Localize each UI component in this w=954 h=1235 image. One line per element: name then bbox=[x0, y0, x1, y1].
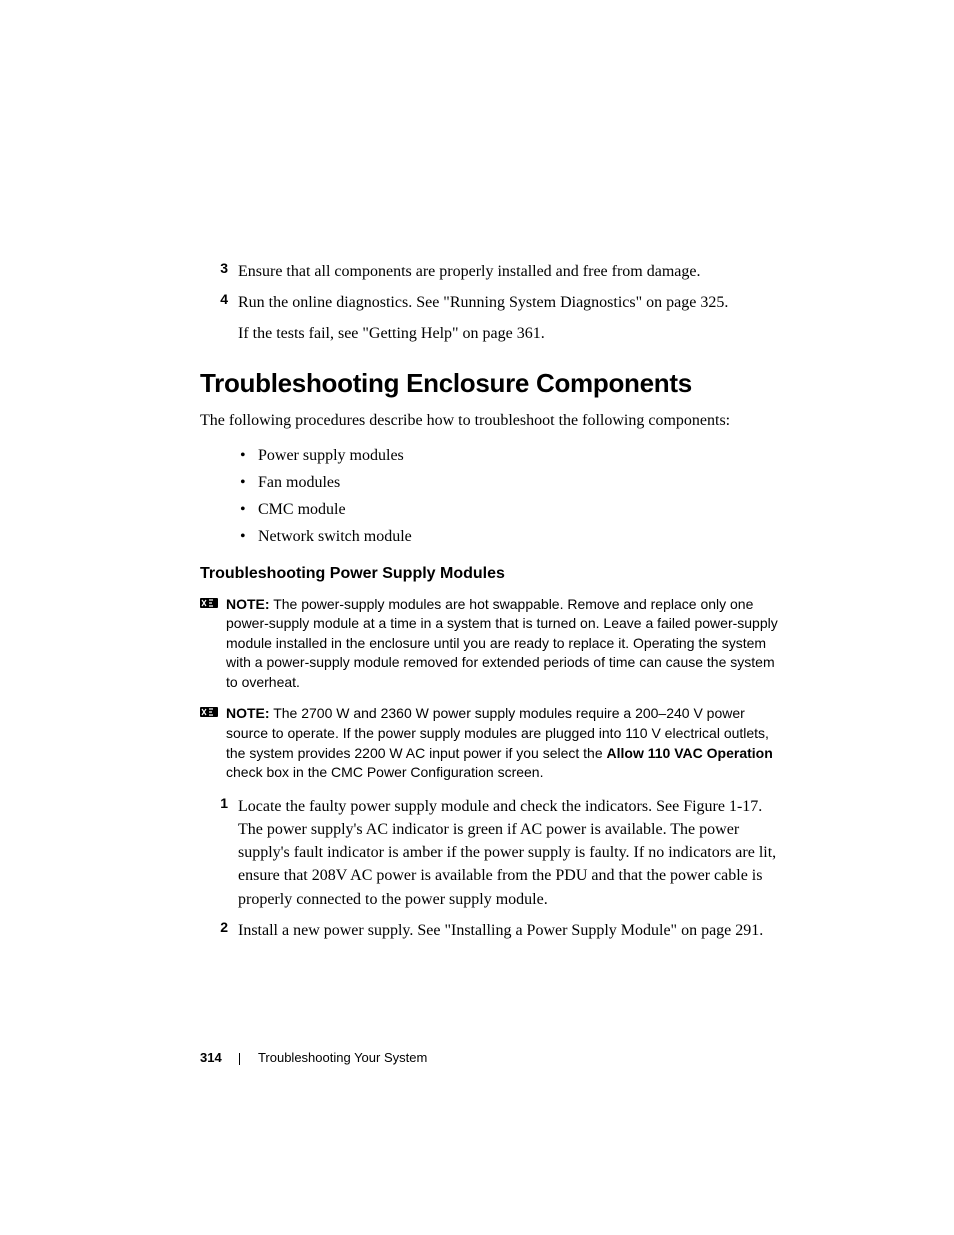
step-number: 3 bbox=[200, 260, 238, 283]
note-callout: NOTE: The 2700 W and 2360 W power supply… bbox=[200, 704, 784, 782]
note-text: NOTE: The power-supply modules are hot s… bbox=[222, 595, 784, 693]
step-text: Install a new power supply. See "Install… bbox=[238, 919, 763, 942]
note-body-post: check box in the CMC Power Configuration… bbox=[226, 764, 543, 780]
ordered-step: 2 Install a new power supply. See "Insta… bbox=[200, 919, 784, 942]
step-text: Run the online diagnostics. See "Running… bbox=[238, 291, 728, 314]
footer-separator bbox=[239, 1053, 240, 1065]
document-page: 3 Ensure that all components are properl… bbox=[0, 0, 954, 942]
page-footer: 314 Troubleshooting Your System bbox=[200, 1050, 427, 1065]
list-item: CMC module bbox=[240, 496, 784, 523]
step-number: 2 bbox=[200, 919, 238, 942]
intro-paragraph: The following procedures describe how to… bbox=[200, 409, 784, 432]
footer-chapter-title: Troubleshooting Your System bbox=[258, 1050, 427, 1065]
ordered-step: 1 Locate the faulty power supply module … bbox=[200, 795, 784, 911]
step-text: Ensure that all components are properly … bbox=[238, 260, 701, 283]
note-icon bbox=[200, 704, 222, 782]
note-label: NOTE: bbox=[226, 596, 270, 612]
list-item: Power supply modules bbox=[240, 442, 784, 469]
note-label: NOTE: bbox=[226, 705, 270, 721]
section-heading: Troubleshooting Enclosure Components bbox=[200, 368, 784, 399]
ordered-step: 3 Ensure that all components are properl… bbox=[200, 260, 784, 283]
note-bold-term: Allow 110 VAC Operation bbox=[607, 745, 773, 761]
step-followup-text: If the tests fail, see "Getting Help" on… bbox=[238, 322, 784, 345]
component-list: Power supply modules Fan modules CMC mod… bbox=[240, 442, 784, 551]
step-text: Locate the faulty power supply module an… bbox=[238, 795, 784, 911]
ordered-step: 4 Run the online diagnostics. See "Runni… bbox=[200, 291, 784, 314]
note-icon bbox=[200, 595, 222, 693]
step-number: 4 bbox=[200, 291, 238, 314]
subsection-heading: Troubleshooting Power Supply Modules bbox=[200, 565, 784, 583]
note-callout: NOTE: The power-supply modules are hot s… bbox=[200, 595, 784, 693]
step-number: 1 bbox=[200, 795, 238, 911]
note-text: NOTE: The 2700 W and 2360 W power supply… bbox=[222, 704, 784, 782]
list-item: Fan modules bbox=[240, 469, 784, 496]
list-item: Network switch module bbox=[240, 523, 784, 550]
page-number: 314 bbox=[200, 1050, 222, 1065]
note-body: The power-supply modules are hot swappab… bbox=[226, 596, 778, 690]
